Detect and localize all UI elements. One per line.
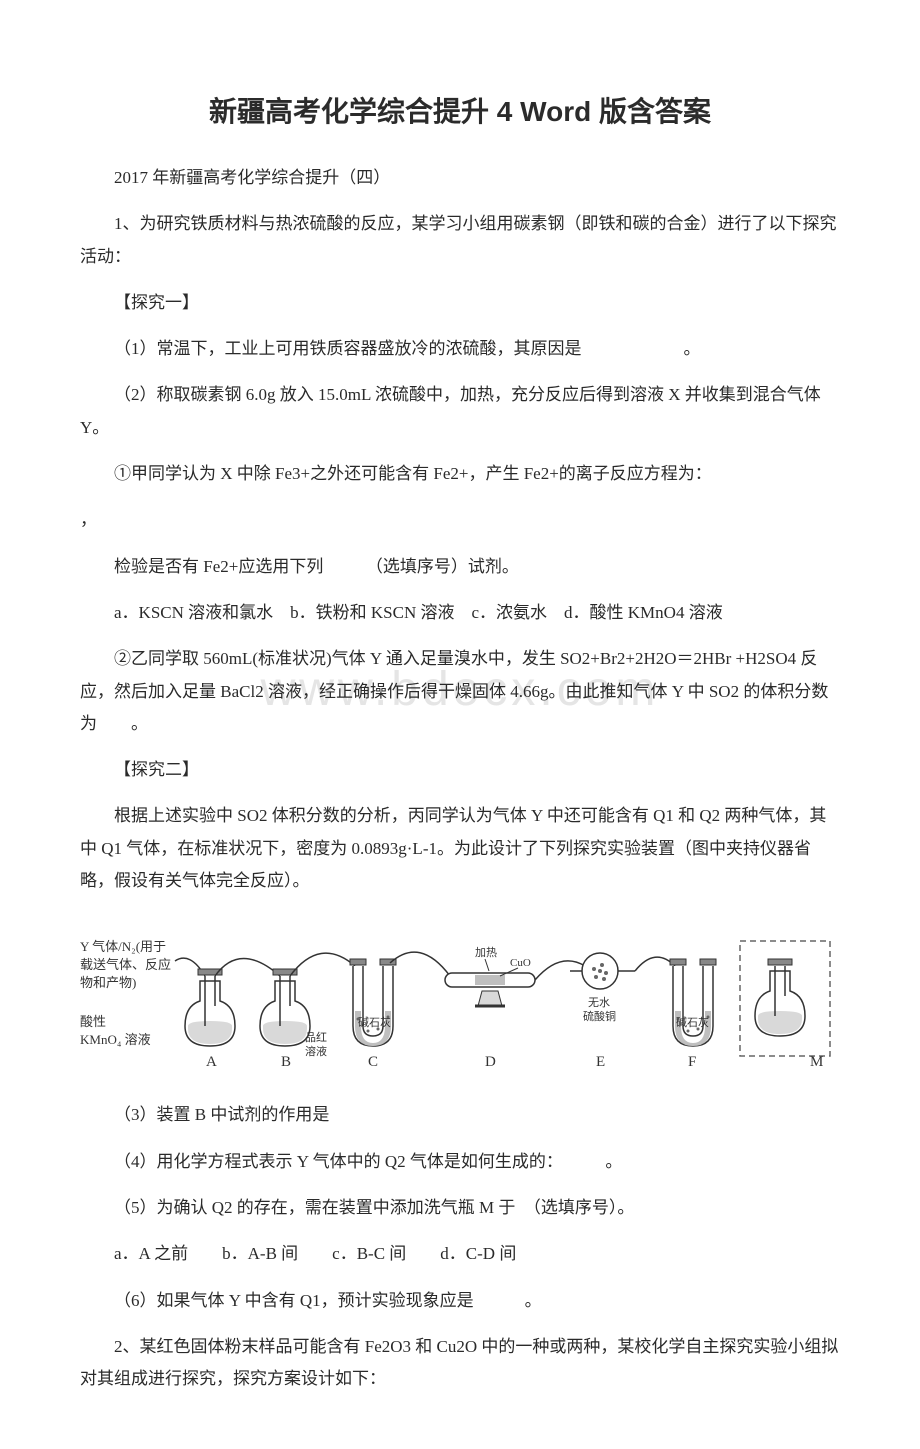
diagram-label-e-top1: 硫酸铜: [583, 1009, 616, 1023]
diagram-label-b-sub1: 溶液: [305, 1044, 327, 1058]
q1-5-options: a．A 之前 b．A-B 间 c．B-C 间 d．C-D 间: [80, 1238, 840, 1270]
utube-c: [350, 959, 396, 1046]
q1-2-check: 检验是否有 Fe2+应选用下列 （选填序号）试剂。: [80, 551, 840, 583]
flask-m-box: [740, 941, 830, 1056]
diagram-label-m: M: [810, 1054, 823, 1070]
q1-2-circle2: ②乙同学取 560mL(标准状况)气体 Y 通入足量溴水中，发生 SO2+Br2…: [80, 643, 840, 740]
q1-2-options: a．KSCN 溶液和氯水 b．铁粉和 KSCN 溶液 c．浓氨水 d．酸性 KM…: [80, 597, 840, 629]
section-b-heading: 【探究二】: [80, 754, 840, 786]
q1-4: （4）用化学方程式表示 Y 气体中的 Q2 气体是如何生成的： 。: [80, 1146, 840, 1178]
diagram-label-c-top: 碱石灰: [358, 1015, 391, 1029]
tube-d: [445, 973, 535, 1006]
utube-f: [670, 959, 716, 1046]
diagram-left-text-3: 酸性: [80, 1014, 106, 1029]
q1-5: （5）为确认 Q2 的存在，需在装置中添加洗气瓶 M 于 （选填序号）。: [80, 1192, 840, 1224]
diagram-label-d-heat: 加热: [475, 946, 497, 959]
section-a-heading: 【探究一】: [80, 287, 840, 319]
page-title: 新疆高考化学综合提升 4 Word 版含答案: [80, 90, 840, 130]
diagram-label-f: F: [688, 1054, 696, 1070]
flask-a: [175, 958, 235, 1046]
diagram-left-text-4: KMnO₄ 溶液: [80, 1032, 151, 1047]
diagram-label-d: D: [485, 1054, 496, 1070]
bulb-e: [570, 953, 635, 989]
diagram-label-a: A: [206, 1054, 217, 1070]
q1-6: （6）如果气体 Y 中含有 Q1，预计实验现象应是 。: [80, 1285, 840, 1317]
diagram-label-e: E: [596, 1054, 605, 1070]
diagram-label-e-top0: 无水: [588, 996, 610, 1009]
diagram-left-text-2: 物和产物): [80, 975, 136, 990]
diagram-label-b: B: [281, 1054, 291, 1070]
diagram-left-text-0: Y 气体/N₂(用于: [80, 939, 166, 954]
q1-2-circle1-b: ，: [80, 504, 840, 536]
q1-2-circle1-a: ①甲同学认为 X 中除 Fe3+之外还可能含有 Fe2+，产生 Fe2+的离子反…: [80, 458, 840, 490]
q1-1: （1）常温下，工业上可用铁质容器盛放冷的浓硫酸，其原因是 。: [80, 333, 840, 365]
apparatus-diagram: Y 气体/N₂(用于 载送气体、反应 物和产物) 酸性 KMnO₄ 溶液 A B…: [80, 911, 840, 1081]
q1-stem: 1、为研究铁质材料与热浓硫酸的反应，某学习小组用碳素钢（即铁和碳的合金）进行了以…: [80, 208, 840, 273]
diagram-label-d-cuo: CuO: [510, 957, 531, 969]
flask-b: [260, 969, 310, 1046]
q2-stem: 2、某红色固体粉末样品可能含有 Fe2O3 和 Cu2O 中的一种或两种，某校化…: [80, 1331, 840, 1396]
diagram-label-b-sub0: 品红: [305, 1031, 327, 1044]
q1-2: （2）称取碳素钢 6.0g 放入 15.0mL 浓硫酸中，加热，充分反应后得到溶…: [80, 379, 840, 444]
diagram-left-text-1: 载送气体、反应: [80, 957, 171, 972]
q1-3: （3）装置 B 中试剂的作用是: [80, 1099, 840, 1131]
diagram-label-f-top: 碱石灰: [676, 1015, 709, 1029]
intro-line: 2017 年新疆高考化学综合提升（四）: [80, 162, 840, 194]
diagram-label-c: C: [368, 1054, 378, 1070]
q1-b-stem: 根据上述实验中 SO2 体积分数的分析，丙同学认为气体 Y 中还可能含有 Q1 …: [80, 800, 840, 897]
